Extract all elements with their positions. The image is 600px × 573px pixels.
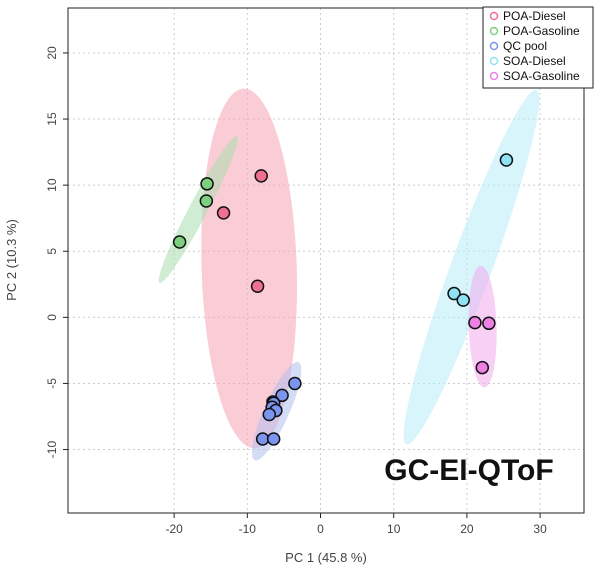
legend-marker-icon: [489, 41, 499, 51]
point-poa-diesel: [216, 206, 231, 220]
legend-label: POA-Diesel: [503, 9, 566, 23]
point-poa-diesel: [250, 279, 265, 294]
point-soa-diesel: [499, 153, 514, 167]
y-tick-label: 5: [45, 248, 59, 255]
point-soa-diesel: [456, 293, 470, 307]
confidence-ellipses: [158, 88, 540, 461]
ellipse-soa-gasoline: [468, 265, 497, 388]
point-qc pool: [275, 388, 289, 403]
x-tick-label: 30: [533, 522, 547, 536]
point-qc pool: [262, 407, 277, 422]
point-poa-gasoline: [200, 177, 214, 191]
legend-marker-icon: [489, 71, 499, 81]
y-tick-label: -10: [45, 441, 59, 459]
point-poa-diesel: [254, 169, 268, 183]
point-qc pool: [288, 376, 302, 391]
method-annotation: GC-EI-QToF: [384, 454, 553, 487]
x-tick-label: 10: [387, 522, 401, 536]
legend-label: SOA-Gasoline: [503, 69, 580, 83]
point-qc pool: [266, 432, 281, 446]
y-tick-label: 15: [45, 112, 59, 126]
point-soa-diesel: [447, 286, 461, 301]
plot-frame: [67, 7, 585, 514]
legend-label: SOA-Diesel: [503, 54, 566, 68]
point-soa-gasoline: [475, 360, 490, 375]
ellipse-soa-diesel: [403, 89, 540, 445]
ellipse-poa-diesel: [201, 88, 298, 449]
legend-box: [482, 6, 594, 89]
x-tick-label: 0: [317, 522, 324, 536]
x-axis-label: PC 1 (45.8 %): [285, 550, 367, 565]
axis-ticks: -20 -10 0 10 20 30 -10 -5 0 5 10 15 20: [45, 46, 547, 536]
point-poa-gasoline: [199, 194, 214, 208]
y-tick-label: -5: [45, 378, 59, 389]
point-qc pool: [255, 432, 270, 446]
legend-marker-icon: [489, 26, 499, 36]
point-soa-gasoline: [468, 315, 482, 330]
legend-label: POA-Gasoline: [503, 24, 580, 38]
point-poa-gasoline: [172, 235, 187, 249]
x-tick-label: -20: [165, 522, 183, 536]
y-tick-label: 20: [45, 46, 59, 60]
x-tick-label: 20: [460, 522, 474, 536]
legend-marker-icon: [489, 56, 499, 66]
x-tick-label: -10: [239, 522, 257, 536]
data-points: [172, 153, 514, 446]
point-soa-gasoline: [482, 316, 496, 331]
y-tick-label: 10: [45, 178, 59, 192]
legend-label: QC pool: [503, 39, 547, 53]
y-axis-label: PC 2 (10.3 %): [4, 219, 19, 301]
legend-marker-icon: [489, 11, 499, 21]
y-tick-label: 0: [45, 314, 59, 321]
